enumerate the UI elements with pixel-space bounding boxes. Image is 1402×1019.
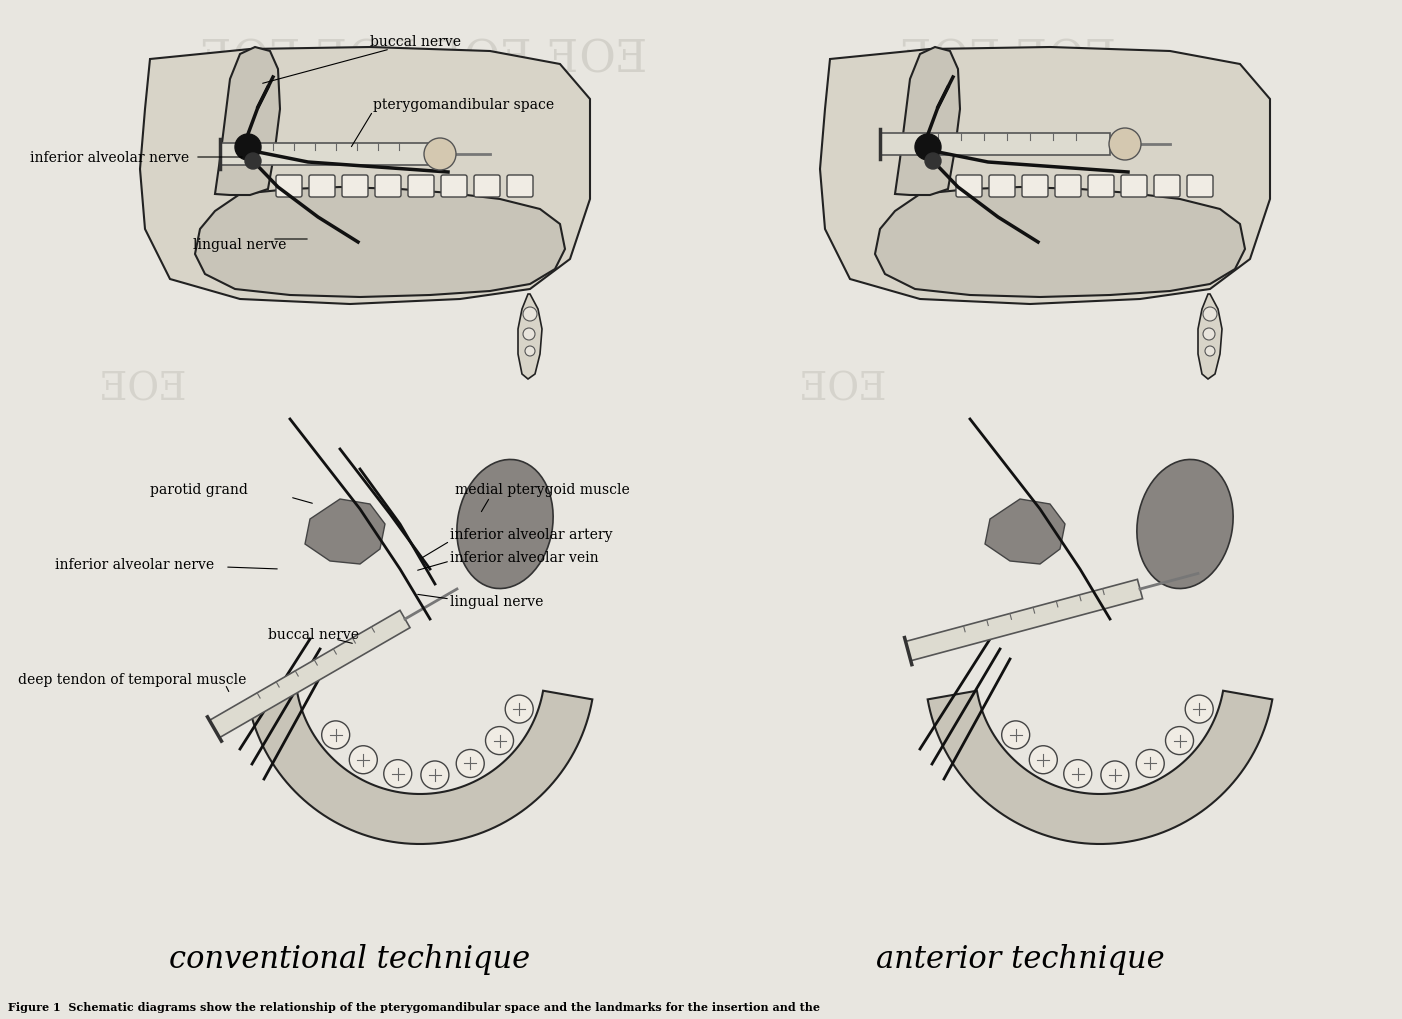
FancyBboxPatch shape	[1122, 176, 1147, 198]
FancyBboxPatch shape	[1088, 176, 1115, 198]
FancyBboxPatch shape	[308, 176, 335, 198]
Polygon shape	[140, 48, 590, 305]
Polygon shape	[517, 294, 543, 380]
Circle shape	[1001, 721, 1029, 749]
Text: pterygomandibular space: pterygomandibular space	[373, 98, 554, 112]
Circle shape	[1029, 746, 1057, 774]
FancyBboxPatch shape	[1022, 176, 1049, 198]
FancyBboxPatch shape	[276, 176, 301, 198]
Text: ƎOƎ ƎOƎ: ƎOƎ ƎOƎ	[900, 39, 1117, 82]
Ellipse shape	[457, 460, 554, 589]
Polygon shape	[195, 187, 565, 298]
FancyBboxPatch shape	[374, 176, 401, 198]
Polygon shape	[894, 48, 960, 196]
Circle shape	[1064, 760, 1092, 788]
Text: inferior alveolar nerve: inferior alveolar nerve	[55, 557, 215, 572]
FancyBboxPatch shape	[442, 176, 467, 198]
Polygon shape	[820, 48, 1270, 305]
Polygon shape	[215, 48, 280, 196]
Text: anterior technique: anterior technique	[876, 944, 1164, 974]
Circle shape	[1101, 761, 1129, 789]
Text: ƎOƎ: ƎOƎ	[100, 371, 188, 408]
FancyBboxPatch shape	[988, 176, 1015, 198]
Circle shape	[1204, 346, 1216, 357]
FancyBboxPatch shape	[408, 176, 435, 198]
Circle shape	[1165, 727, 1193, 755]
FancyBboxPatch shape	[1054, 176, 1081, 198]
Polygon shape	[306, 499, 386, 565]
Circle shape	[456, 750, 484, 777]
Text: inferior alveolar vein: inferior alveolar vein	[450, 550, 599, 565]
Circle shape	[485, 727, 513, 755]
Circle shape	[1109, 128, 1141, 161]
Circle shape	[1203, 329, 1216, 340]
Text: deep tendon of temporal muscle: deep tendon of temporal muscle	[18, 673, 247, 687]
Text: inferior alveolar artery: inferior alveolar artery	[450, 528, 613, 541]
Polygon shape	[906, 580, 1143, 661]
Polygon shape	[220, 144, 430, 166]
Circle shape	[505, 695, 533, 723]
FancyBboxPatch shape	[474, 176, 501, 198]
FancyBboxPatch shape	[956, 176, 981, 198]
Circle shape	[236, 135, 261, 161]
Polygon shape	[986, 499, 1066, 565]
Circle shape	[421, 761, 449, 789]
Text: medial pterygoid muscle: medial pterygoid muscle	[456, 483, 629, 496]
Circle shape	[524, 346, 536, 357]
Circle shape	[1136, 750, 1164, 777]
Circle shape	[349, 746, 377, 774]
Circle shape	[925, 154, 941, 170]
Polygon shape	[209, 610, 409, 738]
Text: inferior alveolar nerve: inferior alveolar nerve	[29, 151, 189, 165]
FancyBboxPatch shape	[1187, 176, 1213, 198]
Circle shape	[384, 760, 412, 788]
Text: lingual nerve: lingual nerve	[450, 594, 544, 608]
Text: lingual nerve: lingual nerve	[193, 237, 286, 252]
Circle shape	[1203, 308, 1217, 322]
Polygon shape	[928, 691, 1273, 844]
FancyBboxPatch shape	[342, 176, 367, 198]
Text: buccal nerve: buccal nerve	[370, 35, 461, 49]
FancyBboxPatch shape	[508, 176, 533, 198]
Polygon shape	[248, 691, 592, 844]
Circle shape	[1185, 695, 1213, 723]
FancyBboxPatch shape	[1154, 176, 1180, 198]
Polygon shape	[1197, 294, 1223, 380]
Text: conventional technique: conventional technique	[170, 944, 530, 974]
Circle shape	[523, 308, 537, 322]
Polygon shape	[875, 187, 1245, 298]
Circle shape	[423, 139, 456, 171]
Text: Figure 1  Schematic diagrams show the relationship of the pterygomandibular spac: Figure 1 Schematic diagrams show the rel…	[8, 1002, 820, 1013]
Text: buccal nerve: buccal nerve	[268, 628, 359, 641]
Text: ƎOƎ: ƎOƎ	[801, 371, 889, 408]
Circle shape	[523, 329, 536, 340]
Text: parotid grand: parotid grand	[150, 483, 248, 496]
Ellipse shape	[1137, 460, 1234, 589]
Circle shape	[321, 721, 349, 749]
Circle shape	[916, 135, 941, 161]
Circle shape	[245, 154, 261, 170]
Text: ƎOƎ ƎOƎ ƎOƎ ƎOƎ: ƎOƎ ƎOƎ ƎOƎ ƎOƎ	[200, 39, 648, 82]
Polygon shape	[880, 133, 1110, 156]
